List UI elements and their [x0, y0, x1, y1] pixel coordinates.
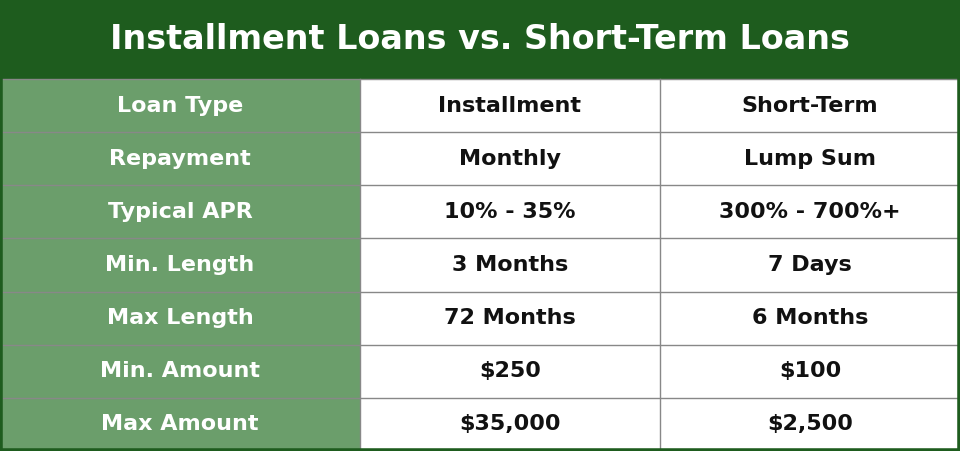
Text: 300% - 700%+: 300% - 700%+ [719, 202, 900, 222]
Bar [660, 239, 960, 291]
Bar [660, 398, 960, 451]
Bar [660, 291, 960, 345]
Bar [360, 345, 660, 398]
Bar [360, 79, 660, 132]
Bar [660, 79, 960, 132]
Text: 7 Days: 7 Days [768, 255, 852, 275]
Bar [360, 291, 660, 345]
Text: Max Length: Max Length [107, 308, 253, 328]
Text: 3 Months: 3 Months [452, 255, 568, 275]
Bar [0, 79, 360, 132]
Bar [360, 132, 660, 185]
Bar [0, 185, 360, 239]
Bar [360, 185, 660, 239]
Text: 10% - 35%: 10% - 35% [444, 202, 576, 222]
Text: 6 Months: 6 Months [752, 308, 868, 328]
Text: $35,000: $35,000 [459, 414, 561, 434]
Bar [0, 398, 360, 451]
Bar [0, 0, 960, 79]
Text: Min. Length: Min. Length [106, 255, 254, 275]
Text: Max Amount: Max Amount [101, 414, 259, 434]
Bar [0, 345, 360, 398]
Bar [660, 132, 960, 185]
Bar [660, 185, 960, 239]
Text: Typical APR: Typical APR [108, 202, 252, 222]
Text: Lump Sum: Lump Sum [744, 149, 876, 169]
Text: Monthly: Monthly [459, 149, 561, 169]
Text: $2,500: $2,500 [767, 414, 852, 434]
Text: Installment: Installment [439, 96, 582, 115]
Bar [0, 132, 360, 185]
Text: $250: $250 [479, 361, 540, 381]
Text: $100: $100 [779, 361, 841, 381]
Bar [360, 398, 660, 451]
Text: 72 Months: 72 Months [444, 308, 576, 328]
Bar [0, 291, 360, 345]
Bar [0, 239, 360, 291]
Text: Short-Term: Short-Term [742, 96, 878, 115]
Text: Installment Loans vs. Short-Term Loans: Installment Loans vs. Short-Term Loans [110, 23, 850, 56]
Text: Min. Amount: Min. Amount [100, 361, 260, 381]
Text: Repayment: Repayment [109, 149, 251, 169]
Bar [660, 345, 960, 398]
Bar [360, 239, 660, 291]
Text: Loan Type: Loan Type [117, 96, 243, 115]
